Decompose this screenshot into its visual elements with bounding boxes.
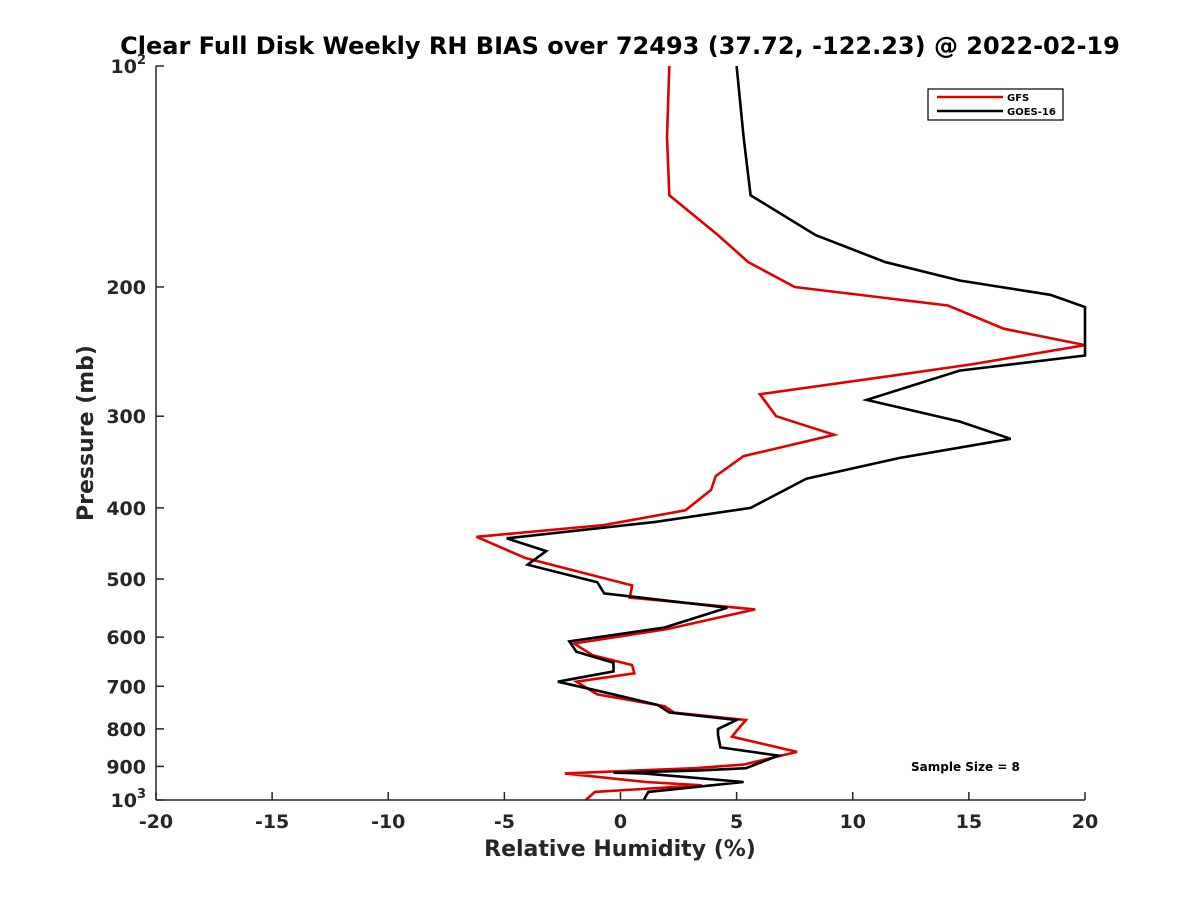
- legend: GFS GOES-16: [927, 88, 1064, 121]
- series-line-goes16: [506, 65, 1087, 801]
- legend-label-gfs: GFS: [1007, 93, 1029, 104]
- y-tick-label: 400: [106, 498, 146, 520]
- series-line-gfs: [475, 65, 1086, 801]
- x-tick-label: 0: [614, 811, 627, 833]
- y-tick-label: 900: [106, 756, 146, 778]
- y-tick-label: 500: [106, 569, 146, 591]
- y-tick-label: 700: [106, 676, 146, 698]
- y-tick-label: 102: [111, 53, 147, 78]
- chart-title: Clear Full Disk Weekly RH BIAS over 7249…: [120, 32, 1120, 60]
- x-axis-label: Relative Humidity (%): [484, 837, 756, 862]
- x-tick-label: -20: [139, 811, 173, 833]
- y-axis-label: Pressure (mb): [74, 345, 99, 521]
- x-tick-label: 10: [840, 811, 866, 833]
- y-tick-label: 300: [106, 406, 146, 428]
- x-tick-label: 15: [956, 811, 982, 833]
- y-tick-label: 200: [106, 277, 146, 299]
- legend-box: [927, 88, 1064, 121]
- x-tick-label: -15: [255, 811, 289, 833]
- legend-label-goes16: GOES-16: [1007, 107, 1056, 118]
- y-tick-label: 600: [106, 627, 146, 649]
- y-tick-label: 800: [106, 719, 146, 741]
- series-layer: [475, 65, 1087, 801]
- y-tick-label: 103: [111, 787, 147, 812]
- y-tick-label-exponent: 2: [137, 53, 146, 68]
- plot-area: -20 -15 -10 -5 0 5 10 15 20 10220030040050060070…: [106, 53, 1098, 833]
- y-tick-label-exponent: 3: [137, 787, 146, 802]
- x-tick-label: 5: [730, 811, 743, 833]
- plot-frame: [156, 66, 1085, 800]
- x-tick-label: -5: [494, 811, 515, 833]
- y-tick-label-base: 10: [111, 56, 137, 78]
- x-ticks: -20 -15 -10 -5 0 5 10 15 20: [139, 792, 1098, 833]
- sample-size-annotation: Sample Size = 8: [911, 760, 1020, 774]
- x-tick-label: -10: [371, 811, 405, 833]
- y-tick-label-base: 10: [111, 790, 137, 812]
- x-tick-label: 20: [1072, 811, 1098, 833]
